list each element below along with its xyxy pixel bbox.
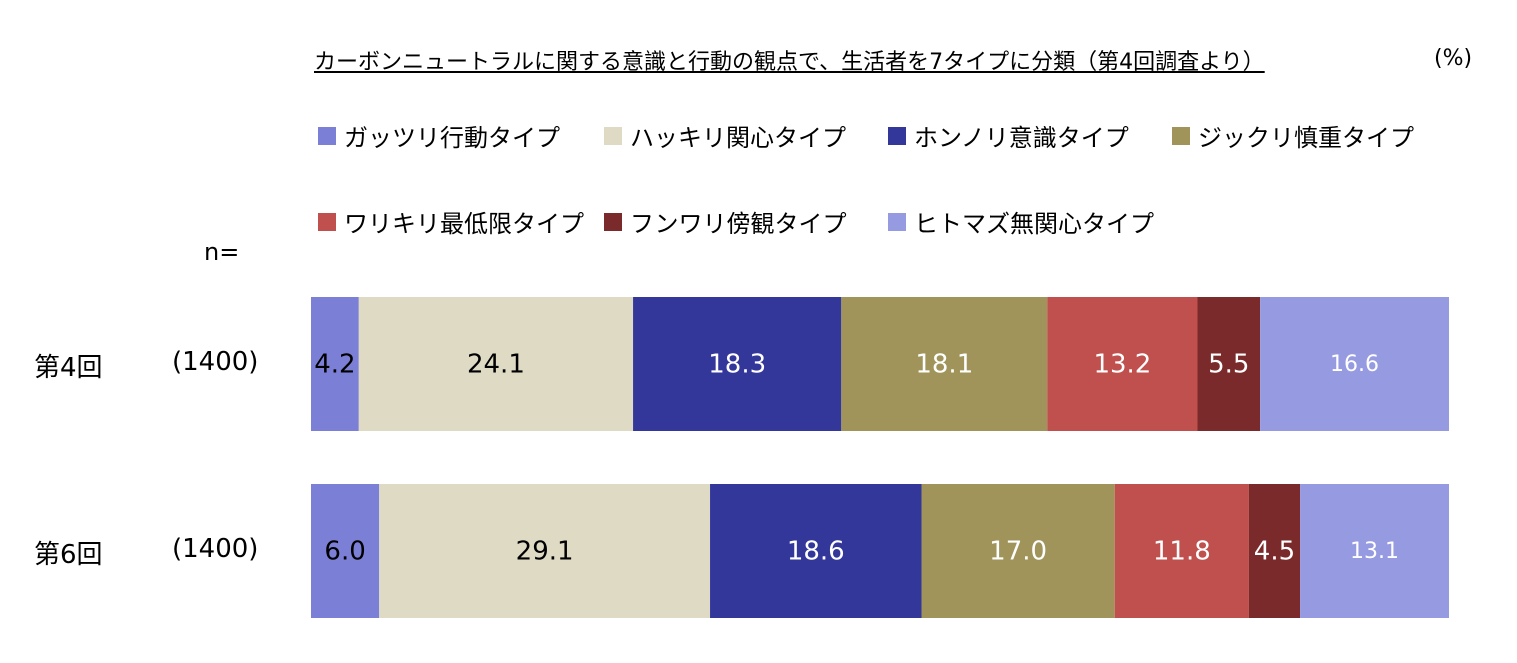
data-label: 11.8 — [1153, 537, 1211, 567]
legend-item: ガッツリ行動タイプ — [318, 118, 560, 153]
bar-segment — [1047, 297, 1198, 431]
legend-swatch — [318, 126, 336, 145]
bar-segment — [379, 484, 711, 618]
bar-segment — [1260, 297, 1449, 431]
legend-swatch — [1172, 126, 1190, 145]
data-label: 18.1 — [915, 350, 973, 380]
legend-swatch — [604, 212, 622, 231]
bar-segment — [1300, 484, 1449, 618]
legend-item: ジックリ慎重タイプ — [1172, 118, 1414, 153]
legend-label: ガッツリ行動タイプ — [344, 124, 560, 152]
legend-swatch — [888, 126, 906, 145]
legend-label: ワリキリ最低限タイプ — [344, 210, 584, 238]
bar-segment — [710, 484, 922, 618]
bar-segment — [921, 484, 1115, 618]
data-label: 4.2 — [314, 350, 355, 380]
data-label: 4.5 — [1254, 537, 1295, 567]
legend-label: ハッキリ関心タイプ — [630, 124, 846, 152]
row-label: 第4回 — [34, 353, 103, 383]
row-sample-size: (1400) — [172, 347, 259, 377]
data-label: 5.5 — [1208, 350, 1249, 380]
legend-item: ハッキリ関心タイプ — [604, 118, 846, 153]
row-label: 第6回 — [34, 540, 103, 570]
bar-segment — [1197, 297, 1261, 431]
data-label: 29.1 — [516, 537, 574, 567]
bar-segment — [1248, 484, 1301, 618]
unit-label: (%) — [1434, 46, 1473, 71]
legend-item: ヒトマズ無関心タイプ — [888, 204, 1154, 239]
legend-item: ホンノリ意識タイプ — [888, 118, 1129, 153]
data-label: 6.0 — [324, 537, 365, 567]
chart-title: カーボンニュートラルに関する意識と行動の観点で、生活者を7タイプに分類（第4回調… — [314, 50, 1265, 75]
bar-segment — [311, 484, 380, 618]
bar-segment — [841, 297, 1048, 431]
row-sample-size: (1400) — [172, 534, 259, 564]
data-label: 13.2 — [1093, 350, 1151, 380]
legend-swatch — [888, 212, 906, 231]
bar-segment — [1114, 484, 1249, 618]
legend-label: フンワリ傍観タイプ — [630, 210, 847, 238]
data-label: 16.6 — [1330, 352, 1379, 377]
data-label: 24.1 — [467, 350, 525, 380]
n-label: n= — [204, 238, 240, 266]
bar-segment — [358, 297, 634, 431]
legend-swatch — [318, 212, 336, 231]
legend-label: ホンノリ意識タイプ — [914, 124, 1129, 152]
legend-swatch — [604, 126, 622, 145]
bar-segment — [633, 297, 842, 431]
data-label: 13.1 — [1350, 539, 1399, 564]
legend-label: ヒトマズ無関心タイプ — [914, 210, 1154, 238]
bar-segment — [311, 297, 359, 431]
legend-item: フンワリ傍観タイプ — [604, 204, 846, 239]
legend-label: ジックリ慎重タイプ — [1198, 124, 1414, 152]
data-label: 18.6 — [787, 537, 845, 567]
data-label: 18.3 — [708, 350, 766, 380]
data-label: 17.0 — [989, 537, 1047, 567]
legend-item: ワリキリ最低限タイプ — [318, 204, 584, 239]
